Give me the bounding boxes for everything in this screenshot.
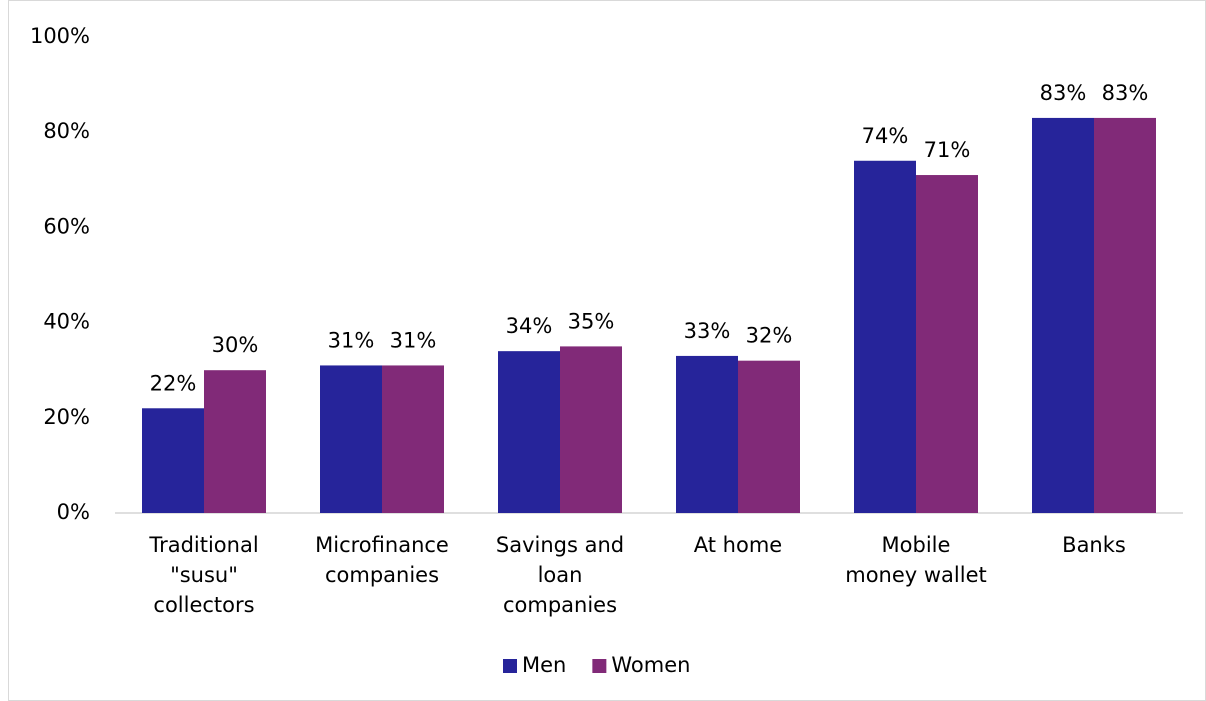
bar — [916, 175, 978, 514]
y-tick-label: 0% — [57, 500, 90, 524]
x-tick-label: Traditional "susu" collectors — [149, 533, 259, 617]
data-label: 83% — [1102, 81, 1149, 105]
bar — [1094, 117, 1156, 514]
legend-label: Women — [611, 653, 690, 677]
y-tick-label: 20% — [43, 405, 90, 429]
y-tick-label: 40% — [43, 310, 90, 334]
x-tick-label: Banks — [1062, 533, 1126, 557]
bar — [560, 346, 622, 513]
bar — [320, 365, 382, 513]
legend-swatch — [503, 659, 517, 673]
data-label: 33% — [684, 319, 731, 343]
x-tick-label: Mobile money wallet — [845, 533, 987, 587]
data-label: 34% — [506, 314, 553, 338]
bar — [1032, 117, 1094, 514]
data-label: 71% — [924, 138, 971, 162]
bar — [498, 351, 560, 513]
data-label: 83% — [1040, 81, 1087, 105]
data-label: 30% — [212, 333, 259, 357]
data-label: 32% — [746, 324, 793, 348]
x-tick-label: Savings and loan companies — [495, 533, 625, 617]
x-tick-label: At home — [693, 533, 783, 557]
y-tick-label: 80% — [43, 119, 90, 143]
bar — [204, 370, 266, 513]
y-tick-label: 100% — [30, 24, 90, 48]
data-label: 31% — [390, 328, 437, 352]
x-tick-label: Microfinance companies — [315, 533, 449, 587]
y-tick-label: 60% — [43, 214, 90, 238]
data-label: 35% — [568, 309, 615, 333]
bar — [854, 160, 916, 513]
legend-label: Men — [522, 653, 566, 677]
bar — [738, 360, 800, 513]
data-label: 31% — [328, 328, 375, 352]
legend-swatch — [592, 659, 607, 673]
bar — [382, 365, 444, 513]
bar — [676, 355, 738, 513]
data-label: 74% — [862, 124, 909, 148]
bar — [142, 408, 204, 513]
data-label: 22% — [150, 371, 197, 395]
